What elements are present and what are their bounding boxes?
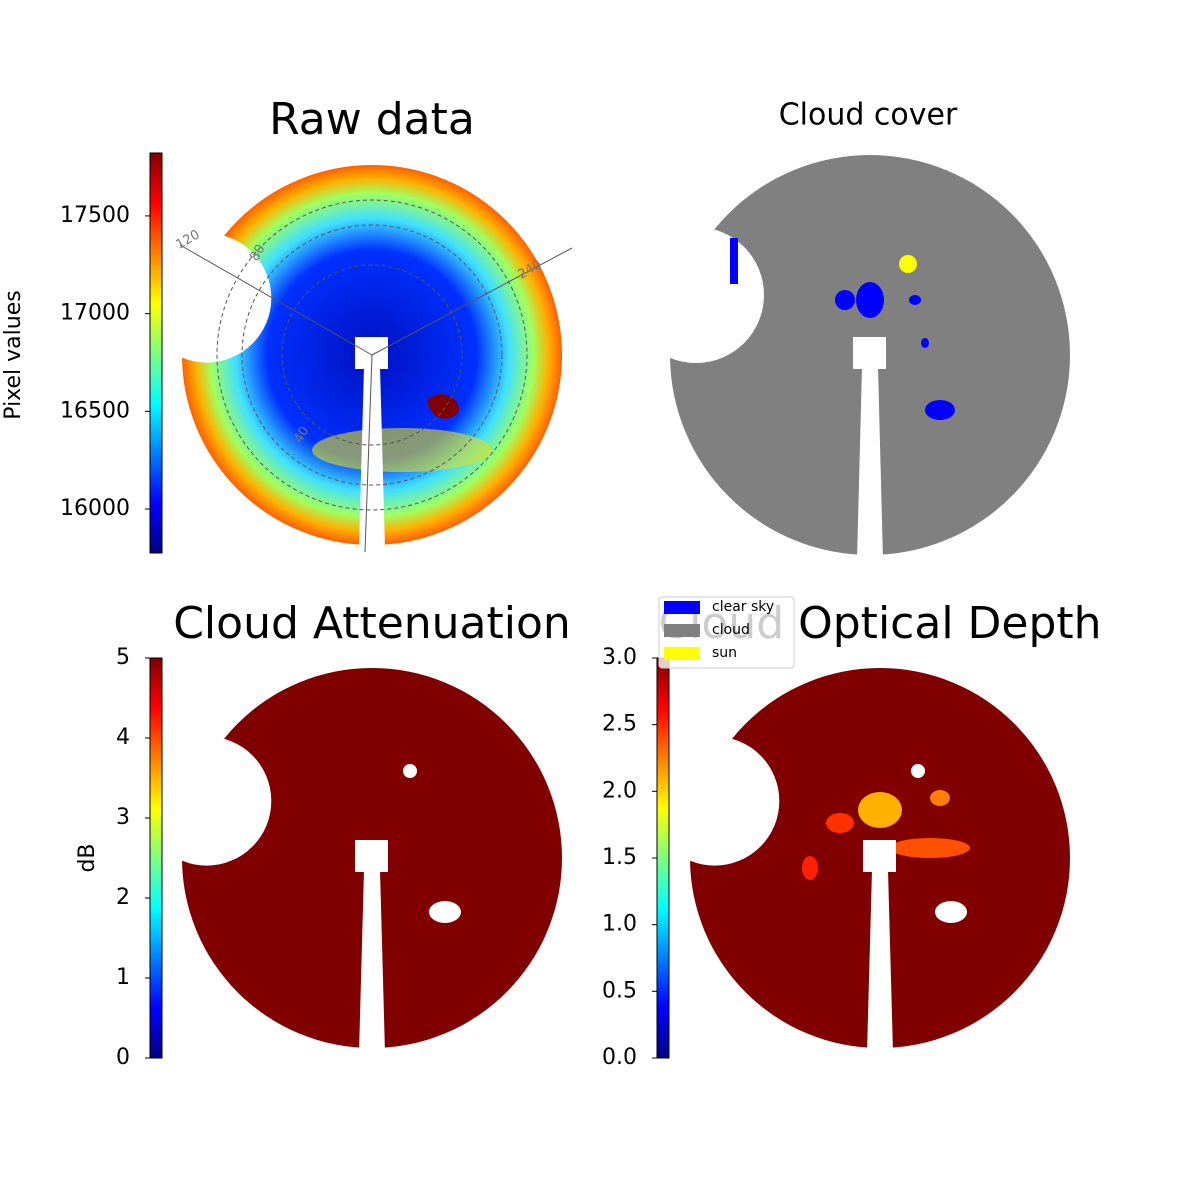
blob: [312, 428, 492, 472]
cod-patch: [858, 792, 902, 828]
polar-grid: [371, 247, 573, 356]
colorbar-tick-label: 3: [116, 805, 130, 830]
legend-swatch: [664, 601, 700, 614]
mask-strip: [857, 367, 883, 560]
colorbar: [149, 152, 163, 554]
polar-label: 80: [247, 242, 268, 264]
colorbar-label: Pixel values: [1, 290, 26, 419]
clear-patch: [909, 295, 921, 305]
clear-patch: [921, 338, 929, 348]
panel-title: Cloud cover: [779, 98, 958, 133]
legend-label: sun: [712, 645, 737, 661]
clear-patch: [835, 290, 855, 310]
mask-blob: [429, 901, 461, 923]
mask-notch: [650, 736, 780, 866]
colorbar-tick-label: 1.5: [602, 845, 637, 870]
colorbar-tick-label: 2: [116, 885, 130, 910]
colorbar-label: dB: [75, 843, 100, 872]
colorbar-tick-label: 16000: [60, 496, 130, 521]
polar-grid: [241, 224, 503, 486]
colorbar-tick-label: 2.5: [602, 712, 637, 737]
polar-grid: [364, 354, 373, 553]
mask-notch: [142, 736, 272, 866]
colorbar-tick-label: 0.0: [602, 1045, 637, 1070]
colorbar-tick-label: 17000: [60, 301, 130, 326]
mask-notch: [628, 227, 764, 363]
mask-strip: [359, 367, 385, 550]
colorbar-tick-label: 3.0: [602, 645, 637, 670]
mask-square: [853, 337, 886, 369]
polar-grid: [216, 199, 528, 511]
legend-swatch: [664, 647, 700, 660]
polar-label: 40: [291, 424, 312, 446]
sun: [899, 255, 917, 273]
colorbar-tick-label: 2.0: [602, 778, 637, 803]
mask-blob: [935, 901, 967, 923]
colorbar: [656, 657, 670, 1059]
colorbar-tick-label: 16500: [60, 398, 130, 423]
cod-patch: [890, 838, 970, 858]
polar-grid: [179, 244, 373, 356]
legend-label: cloud: [712, 622, 750, 638]
cod-patch: [802, 856, 818, 880]
colorbar: [149, 657, 163, 1059]
colorbar-tick-label: 17500: [60, 203, 130, 228]
blob: [427, 394, 459, 419]
panel-title: Raw data: [269, 94, 475, 145]
mask-strip: [867, 870, 893, 1053]
colorbar-tick-label: 1: [116, 965, 130, 990]
mask-square: [863, 840, 896, 872]
polar-grid: [281, 264, 463, 446]
colorbar-tick-label: 4: [116, 725, 130, 750]
mask-sun: [911, 764, 925, 778]
legend-swatch: [664, 624, 700, 637]
colorbar-tick-label: 5: [116, 645, 130, 670]
mask-notch: [142, 233, 272, 363]
colorbar-tick-label: 0: [116, 1045, 130, 1070]
mask-sun: [403, 764, 417, 778]
mask-square: [355, 840, 388, 872]
cod-patch: [826, 813, 854, 833]
colorbar-tick-label: 1.0: [602, 912, 637, 937]
clear-patch: [730, 238, 738, 284]
clear-patch: [856, 282, 884, 318]
colorbar-tick-label: 0.5: [602, 978, 637, 1003]
legend-label: clear sky: [712, 599, 774, 615]
clear-patch: [925, 400, 955, 420]
panel-title: Cloud Attenuation: [173, 598, 571, 649]
cod-patch: [930, 790, 950, 806]
mask-strip: [359, 870, 385, 1053]
